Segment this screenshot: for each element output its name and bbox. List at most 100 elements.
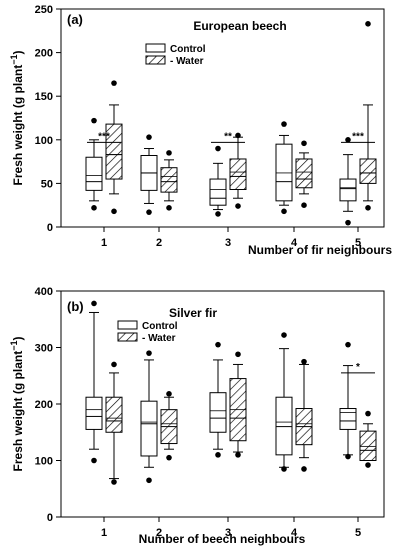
x-tick-label: 1 bbox=[101, 237, 107, 249]
y-tick-label: 100 bbox=[35, 135, 53, 147]
box-plot bbox=[359, 410, 377, 468]
outlier-point bbox=[365, 462, 371, 468]
y-tick-label: 150 bbox=[35, 91, 53, 103]
x-tick-label: 5 bbox=[355, 237, 361, 249]
y-tick-label: 0 bbox=[47, 222, 53, 234]
plot-frame-a bbox=[60, 8, 385, 228]
box-iqr bbox=[209, 178, 227, 206]
x-axis-label-a: Number of fir neighbours bbox=[248, 243, 392, 257]
outlier-point bbox=[235, 452, 241, 458]
box-plot bbox=[105, 80, 123, 215]
y-tick-label: 100 bbox=[35, 456, 53, 468]
outlier-point bbox=[301, 466, 307, 472]
box-plot bbox=[140, 134, 158, 215]
box-plot bbox=[85, 117, 103, 211]
box-plot bbox=[140, 350, 158, 484]
panel-a: (a) European beech Fresh weight (g plant… bbox=[9, 4, 392, 257]
box-iqr bbox=[140, 400, 158, 457]
outlier-point bbox=[365, 410, 371, 417]
outlier-point bbox=[215, 452, 221, 458]
outlier-point bbox=[235, 203, 241, 209]
x-tick-label: 4 bbox=[291, 527, 298, 539]
outlier-point bbox=[281, 332, 287, 338]
box-plot bbox=[275, 121, 293, 215]
outlier-point bbox=[215, 341, 221, 348]
outlier-point bbox=[111, 80, 117, 86]
x-tick-label: 2 bbox=[156, 237, 162, 249]
outlier-point bbox=[166, 205, 172, 211]
outlier-point bbox=[146, 350, 152, 356]
outlier-point bbox=[281, 466, 287, 472]
y-tick-label: 300 bbox=[35, 343, 53, 355]
box-plot bbox=[105, 361, 123, 485]
y-tick-label: 200 bbox=[35, 399, 53, 411]
significance-label: * bbox=[356, 362, 360, 373]
outlier-point bbox=[235, 351, 241, 358]
box-plot bbox=[359, 21, 377, 211]
outlier-point bbox=[146, 209, 152, 215]
box-iqr bbox=[339, 178, 357, 202]
outlier-point bbox=[345, 219, 351, 226]
outlier-point bbox=[215, 145, 221, 152]
y-tick-label: 200 bbox=[35, 48, 53, 60]
data-layer-b: 0 100 200 300 400 1 2 3 4 5 * bbox=[35, 286, 377, 539]
outlier-point bbox=[365, 205, 371, 211]
outlier-point bbox=[166, 150, 172, 156]
legend-swatch-control-b bbox=[117, 320, 138, 330]
legend-label-water-a: - Water bbox=[170, 56, 204, 67]
outlier-point bbox=[166, 454, 172, 461]
outlier-point bbox=[345, 341, 351, 348]
outlier-point bbox=[301, 140, 307, 147]
outlier-point bbox=[166, 391, 172, 397]
y-tick-label: 250 bbox=[35, 4, 53, 16]
outlier-point bbox=[235, 132, 241, 139]
box-plot bbox=[160, 150, 178, 211]
y-tick-label: 50 bbox=[41, 178, 53, 190]
outlier-point bbox=[301, 202, 307, 208]
outlier-point bbox=[345, 453, 351, 460]
outlier-point bbox=[111, 208, 117, 215]
x-axis-label-b: Number of beech neighbours bbox=[139, 532, 306, 546]
outlier-point bbox=[91, 457, 97, 464]
outlier-point bbox=[281, 121, 287, 127]
box-iqr bbox=[105, 123, 123, 180]
x-tick-label: 1 bbox=[101, 527, 107, 539]
box-iqr bbox=[160, 167, 178, 193]
outlier-point bbox=[281, 208, 287, 215]
box-plot bbox=[209, 341, 227, 458]
box-plot bbox=[209, 145, 227, 217]
box-iqr bbox=[229, 158, 247, 191]
x-tick-label: 3 bbox=[225, 527, 231, 539]
y-axis-label-a: Fresh weight (g plant−1) bbox=[9, 51, 25, 186]
x-tick-label: 2 bbox=[156, 527, 162, 539]
panel-b: (b) Silver fir Fresh weight (g plant−1) … bbox=[9, 286, 385, 546]
legend-swatch-water-b bbox=[117, 332, 138, 342]
significance-label: *** bbox=[98, 131, 110, 142]
x-tick-label: 3 bbox=[225, 237, 231, 249]
outlier-point bbox=[111, 479, 117, 485]
legend-swatch-water-a bbox=[145, 55, 166, 65]
legend-a: Control - Water bbox=[145, 43, 206, 67]
panel-label-b: (b) bbox=[67, 299, 84, 314]
x-tick-label: 5 bbox=[355, 527, 361, 539]
legend-label-control-b: Control bbox=[142, 321, 178, 332]
box-iqr bbox=[275, 396, 293, 456]
significance-label: *** bbox=[352, 131, 364, 142]
x-tick-label: 4 bbox=[291, 237, 298, 249]
box-iqr bbox=[209, 392, 227, 433]
y-axis-label-b: Fresh weight (g plant−1) bbox=[9, 337, 25, 472]
legend-label-control-a: Control bbox=[170, 44, 206, 55]
box-plot bbox=[275, 332, 293, 472]
box-iqr bbox=[85, 156, 103, 191]
outlier-point bbox=[91, 300, 97, 307]
box-plot bbox=[229, 351, 247, 458]
box-plot bbox=[295, 140, 313, 208]
legend-swatch-control-a bbox=[145, 43, 166, 53]
box-plot bbox=[339, 341, 357, 460]
outlier-point bbox=[146, 477, 152, 484]
y-tick-label: 0 bbox=[47, 512, 53, 524]
legend-label-water-b: - Water bbox=[142, 333, 176, 344]
box-plot bbox=[229, 132, 247, 209]
